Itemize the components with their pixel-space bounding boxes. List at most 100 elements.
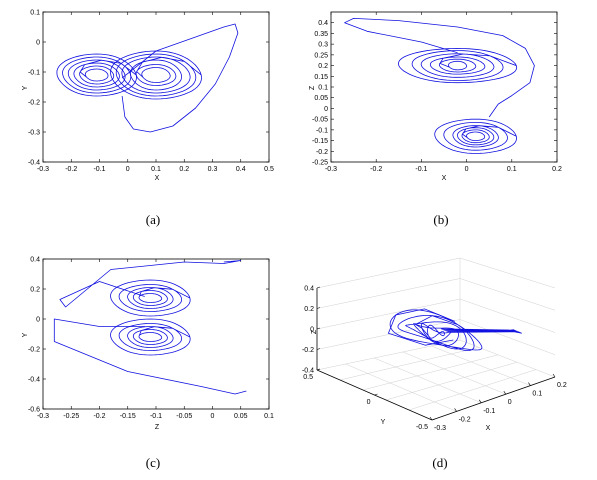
caption-d: (d): [432, 455, 447, 470]
z-grid-line: [459, 278, 556, 311]
xtick-label-b: -0.1: [415, 166, 427, 173]
zlabel-d: Z: [311, 329, 318, 334]
xtick-mark-d: [552, 373, 556, 378]
ytick-label-b: 0.05: [314, 95, 328, 102]
xtick-label-a: -0.2: [65, 166, 77, 173]
back-edge: [459, 339, 556, 378]
plot-area-b: -0.3 -0.2 -0.1 0 0.1 0.2 0.4 0.35 0.3 0.25 0.2 0.15…: [312, 12, 562, 173]
ytick-label-a: 0.1: [30, 10, 40, 17]
ylabel-b: Z: [309, 85, 316, 90]
plot-frame-b: [330, 11, 558, 163]
z-grid-line: [459, 298, 556, 333]
ytick-label-b: -0.25: [312, 160, 328, 167]
attractor-lobe-b: [397, 47, 518, 84]
floor-grid-line: [402, 351, 506, 395]
plot-area-a: -0.3 -0.2 -0.1 0 0.1 0.2 0.3 0.4 0.5 0.1 0 -0.1 -0.2…: [28, 10, 274, 174]
floor-grid-line: [362, 354, 499, 391]
curves-a: [56, 23, 239, 133]
ytick-label-d: 0: [367, 399, 371, 406]
xtick-label-c: -0.3: [37, 413, 49, 420]
attractor-outer-loop-c: [53, 318, 247, 395]
attractor-lobe-c: [110, 279, 191, 317]
ytick-mark-d: [431, 418, 436, 421]
ytick-label-a: -0.4: [28, 160, 40, 167]
ytick-label-b: -0.2: [316, 149, 328, 156]
xtick-label-a: 0.5: [264, 166, 274, 173]
ztick-label: -0.4: [302, 368, 314, 375]
xtick-label-c: -0.15: [120, 413, 136, 420]
ytick-label-b: 0.25: [314, 52, 328, 59]
curves-b: [344, 18, 535, 154]
back-edge: [459, 257, 556, 289]
xtick-label-c: -0.05: [176, 413, 192, 420]
ytick-label-b: 0.2: [318, 63, 328, 70]
attractor-lobe-a: [56, 53, 137, 97]
ytick-label-c: 0.4: [30, 257, 40, 264]
ytick-label-c: -0.6: [28, 407, 40, 414]
xtick-label-d: -0.3: [434, 425, 446, 432]
plot-frame-a: [42, 11, 270, 163]
xtick-label-b: -0.3: [325, 166, 337, 173]
ytick-label-b: -0.15: [312, 138, 328, 145]
floor-grid-line: [431, 345, 531, 386]
ytick-mark-d: [374, 393, 378, 396]
xtick-label-a: 0.2: [179, 166, 189, 173]
xtick-label-c: 0.05: [234, 413, 248, 420]
ztick-label: 0: [310, 327, 314, 334]
ytick-label-b: 0.4: [318, 20, 328, 27]
attractor-streak-d: [441, 328, 522, 334]
caption-c: (c): [146, 455, 160, 470]
xlabel-c: Z: [155, 424, 160, 431]
curves-c: [53, 260, 247, 395]
xtick-label-c: -0.25: [63, 413, 79, 420]
ylabel-d: Y: [381, 419, 386, 426]
xtick-label-c: -0.2: [93, 413, 105, 420]
ztick-label: 0.4: [304, 286, 314, 293]
ytick-label-b: -0.1: [316, 127, 328, 134]
xtick-mark-d: [429, 416, 433, 421]
xtick-label-a: 0.1: [151, 166, 161, 173]
xtick-label-b: 0.1: [507, 166, 517, 173]
ytick-label-d: -0.5: [416, 424, 428, 431]
xtick-label-c: -0.1: [150, 413, 162, 420]
attractor-outer-loop-d: [387, 308, 456, 346]
z-grid-line: [316, 278, 461, 309]
ylabel-c: Y: [22, 332, 29, 337]
ytick-label-d: 0.5: [303, 374, 313, 381]
xtick-label-d: -0.2: [459, 416, 471, 423]
attractor-lobe-b: [434, 118, 518, 154]
attractor-lobe-d: [389, 309, 483, 351]
plot-area-c: -0.3 -0.25 -0.2 -0.15 -0.1 -0.05 0 0.05 0.1 0.4 0.…: [28, 257, 274, 421]
attractor-lobe-a: [110, 50, 202, 100]
xtick-label-d: 0: [508, 399, 512, 406]
caption-b: (b): [433, 212, 448, 227]
xlabel-b: X: [442, 175, 447, 182]
attractor-outer-loop-c: [59, 260, 242, 308]
z-grid-line: [316, 319, 461, 350]
panel-b: -0.3 -0.2 -0.1 0 0.1 0.2 0.4 0.35 0.3 0.25 0.2 0.15…: [309, 11, 562, 227]
plot-frame-c: [42, 258, 270, 410]
ytick-label-a: -0.2: [28, 100, 40, 107]
floor-grid-line: [339, 347, 480, 381]
floor-grid-line: [345, 363, 457, 412]
panel-d: 0.4 0.2 0 -0.2 -0.40.5 0 -0.5 -0.3 -0.2 -0.1 0 0.1 0…: [302, 257, 567, 470]
floor-grid-line: [374, 357, 482, 404]
ytick-label-b: 0.15: [314, 74, 328, 81]
xtick-label-a: -0.1: [93, 166, 105, 173]
xtick-mark-d: [478, 399, 482, 403]
back-edge: [316, 339, 461, 371]
ztick-label: -0.2: [302, 347, 314, 354]
xtick-label-d: 0.1: [532, 391, 542, 398]
z-grid-line: [316, 298, 461, 330]
ytick-label-a: 0: [36, 40, 40, 47]
xtick-label-d: -0.1: [483, 408, 495, 415]
xtick-label-a: 0.3: [208, 166, 218, 173]
xtick-label-b: -0.2: [370, 166, 382, 173]
ytick-label-b: 0: [324, 106, 328, 113]
xtick-mark-d: [503, 391, 507, 395]
ytick-label-c: -0.2: [28, 347, 40, 354]
caption-a: (a): [146, 212, 160, 227]
ytick-label-b: 0.1: [318, 85, 328, 92]
ztick-mark: [316, 307, 321, 309]
